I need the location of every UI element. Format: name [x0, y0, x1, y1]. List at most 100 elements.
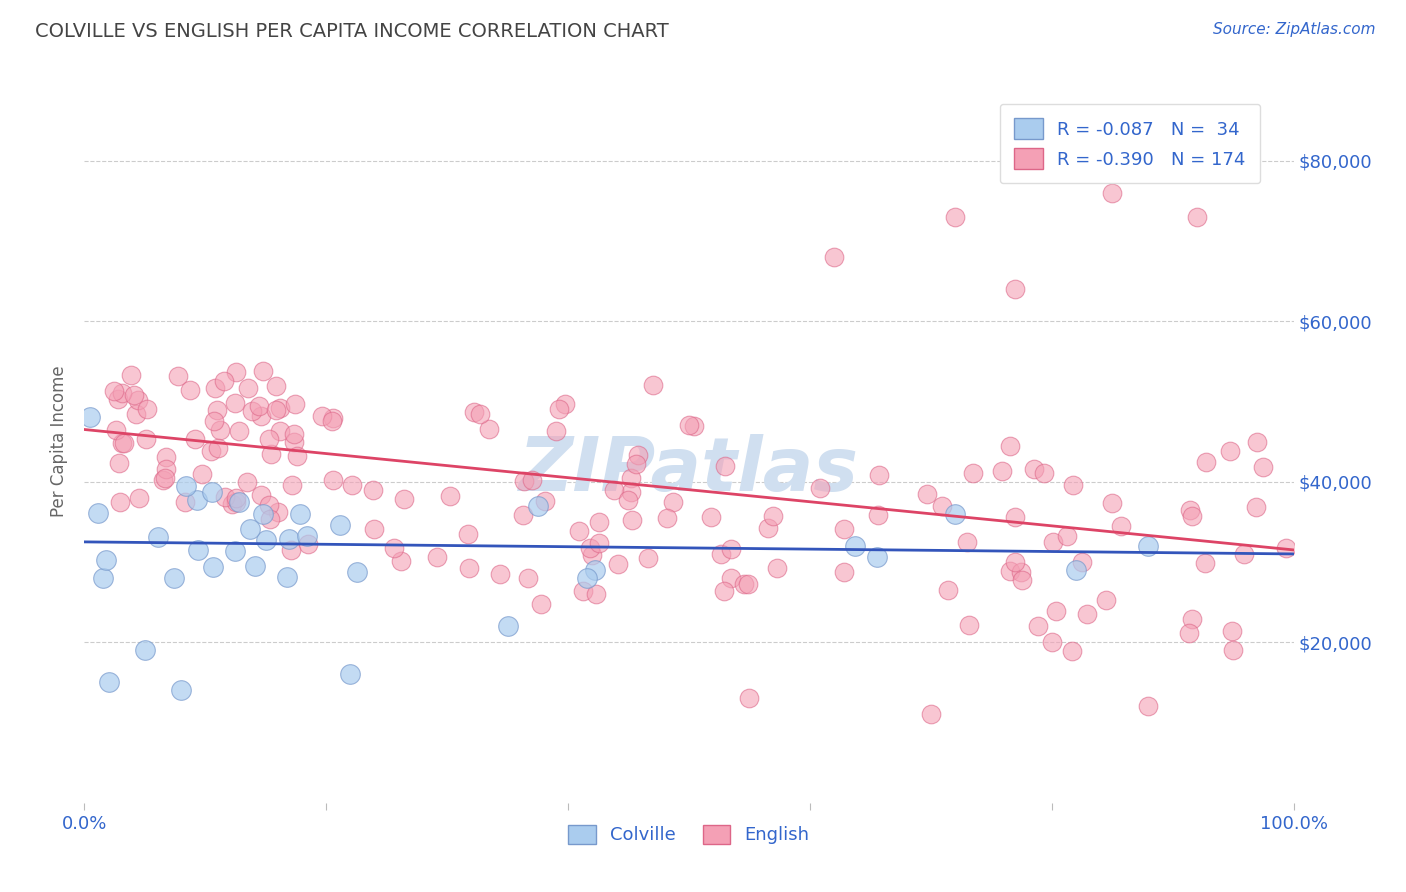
Point	[228, 494, 250, 508]
Point	[87, 506, 110, 520]
Point	[957, 617, 980, 632]
Point	[496, 619, 519, 633]
Point	[962, 466, 984, 480]
Point	[249, 488, 271, 502]
Point	[868, 467, 890, 482]
Point	[91, 571, 114, 585]
Point	[391, 554, 413, 568]
Point	[280, 478, 302, 492]
Point	[808, 481, 831, 495]
Point	[202, 414, 225, 428]
Point	[998, 564, 1021, 578]
Point	[207, 441, 229, 455]
Point	[572, 584, 595, 599]
Point	[1056, 529, 1078, 543]
Point	[738, 691, 761, 706]
Point	[121, 368, 143, 382]
Point	[478, 421, 501, 435]
Point	[174, 478, 197, 492]
Point	[225, 491, 247, 506]
Point	[214, 491, 236, 505]
Point	[236, 381, 259, 395]
Point	[1185, 210, 1208, 224]
Point	[1026, 618, 1049, 632]
Point	[1218, 444, 1240, 458]
Point	[97, 675, 120, 690]
Point	[1062, 478, 1084, 492]
Point	[212, 375, 235, 389]
Point	[247, 399, 270, 413]
Point	[756, 521, 779, 535]
Point	[710, 547, 733, 561]
Point	[1181, 612, 1204, 626]
Point	[936, 583, 959, 598]
Point	[1181, 509, 1204, 524]
Point	[224, 396, 246, 410]
Point	[105, 423, 128, 437]
Point	[578, 541, 600, 555]
Point	[620, 484, 643, 499]
Point	[269, 401, 291, 415]
Point	[242, 403, 264, 417]
Point	[866, 549, 889, 564]
Point	[382, 541, 405, 555]
Point	[363, 522, 385, 536]
Point	[1004, 510, 1026, 524]
Point	[280, 543, 302, 558]
Point	[458, 561, 481, 575]
Point	[1004, 282, 1026, 296]
Point	[678, 417, 700, 432]
Point	[392, 492, 415, 507]
Point	[257, 433, 280, 447]
Point	[200, 443, 222, 458]
Point	[1076, 607, 1098, 621]
Point	[136, 401, 159, 416]
Point	[713, 584, 735, 599]
Point	[915, 487, 938, 501]
Point	[620, 513, 643, 527]
Point	[439, 489, 461, 503]
Point	[1042, 535, 1064, 549]
Point	[124, 388, 146, 402]
Point	[700, 510, 723, 524]
Point	[259, 498, 281, 512]
Point	[1246, 434, 1268, 449]
Point	[832, 522, 855, 536]
Y-axis label: Per Capita Income: Per Capita Income	[51, 366, 69, 517]
Point	[682, 418, 704, 433]
Point	[1220, 624, 1243, 639]
Point	[1137, 539, 1160, 553]
Point	[269, 425, 291, 439]
Point	[285, 450, 308, 464]
Point	[607, 557, 630, 571]
Point	[1033, 466, 1056, 480]
Point	[1101, 186, 1123, 200]
Point	[1101, 496, 1123, 510]
Point	[1195, 455, 1218, 469]
Point	[125, 407, 148, 421]
Point	[823, 250, 845, 264]
Point	[1064, 563, 1087, 577]
Point	[155, 450, 177, 465]
Point	[134, 643, 156, 657]
Point	[991, 464, 1014, 478]
Point	[260, 447, 283, 461]
Point	[576, 570, 599, 584]
Point	[762, 509, 785, 524]
Point	[267, 504, 290, 518]
Point	[931, 499, 953, 513]
Point	[329, 518, 352, 533]
Point	[155, 462, 177, 476]
Point	[554, 397, 576, 411]
Point	[346, 565, 368, 579]
Point	[866, 508, 889, 522]
Point	[1095, 592, 1118, 607]
Point	[340, 477, 363, 491]
Point	[1137, 699, 1160, 714]
Point	[626, 448, 648, 462]
Point	[201, 560, 224, 574]
Point	[1253, 460, 1275, 475]
Point	[661, 494, 683, 508]
Point	[488, 566, 510, 581]
Point	[201, 484, 224, 499]
